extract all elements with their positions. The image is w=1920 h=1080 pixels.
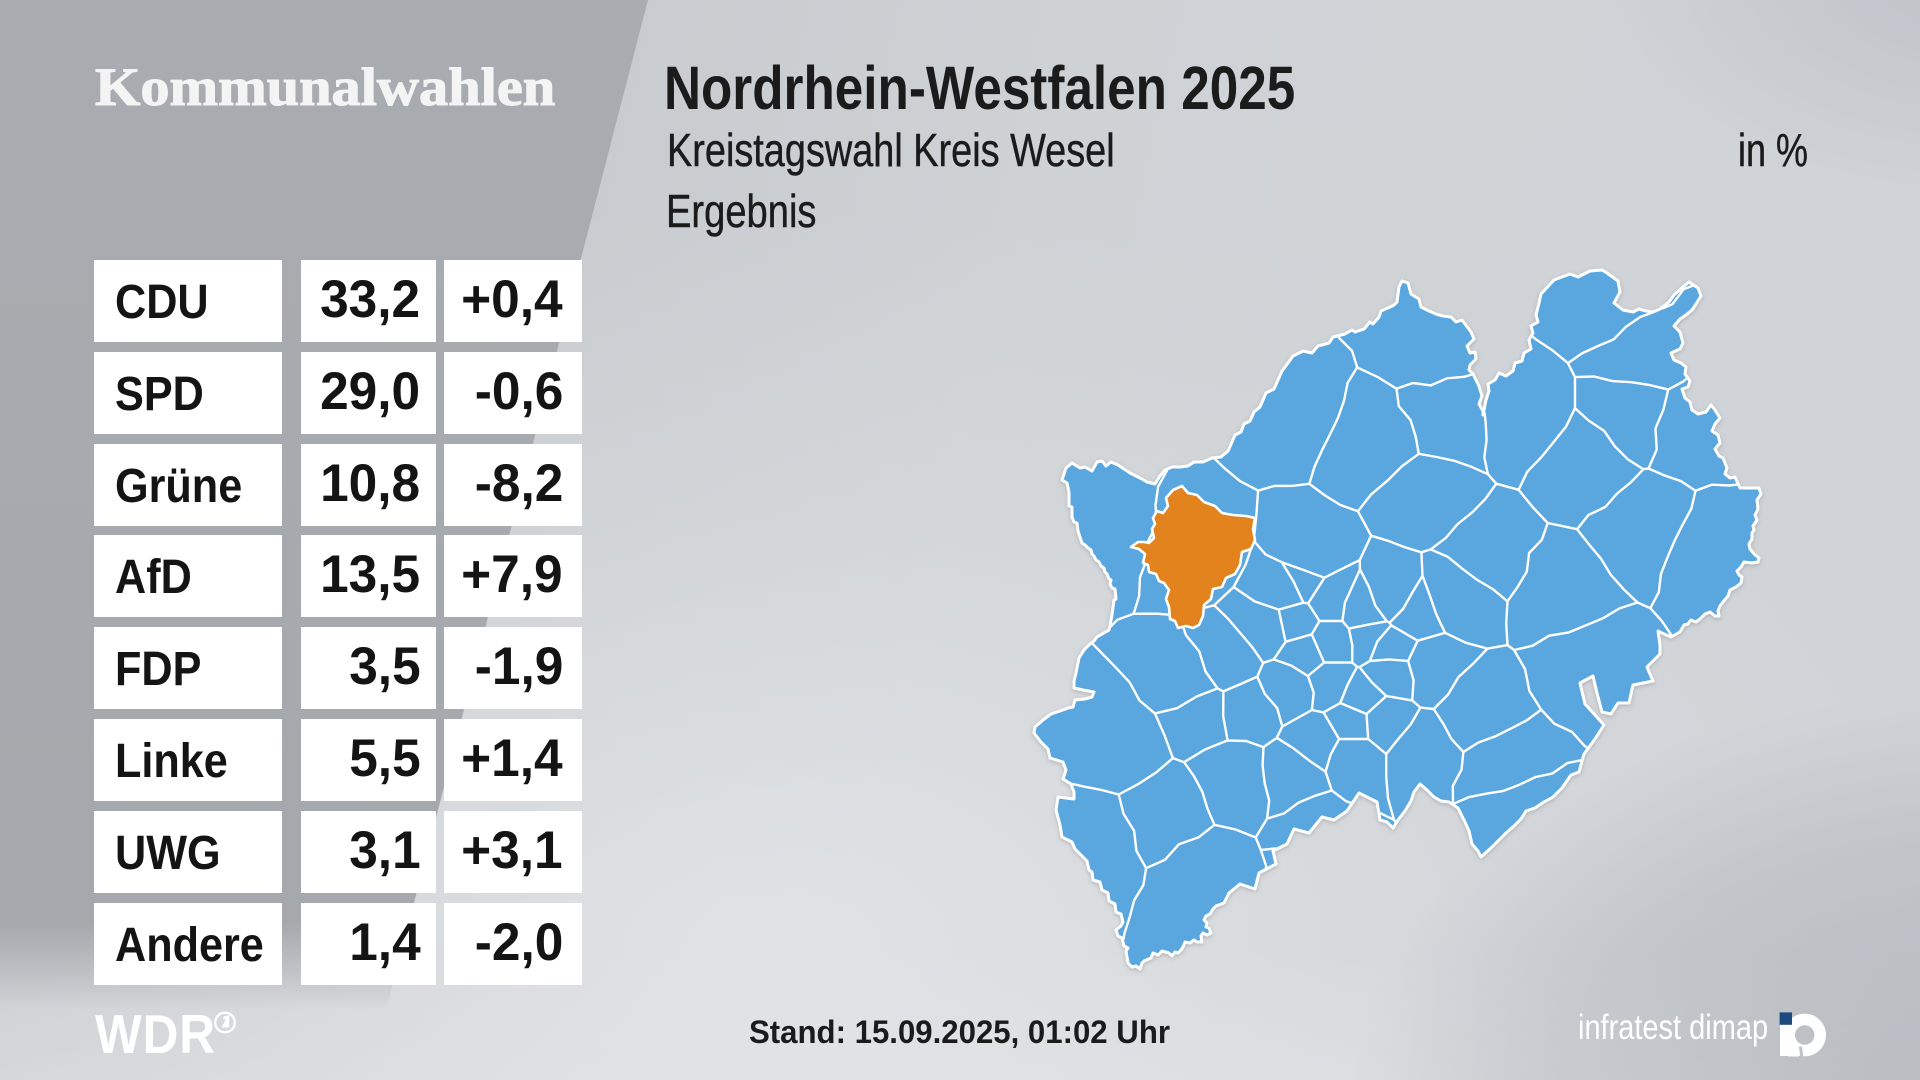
svg-text:WDR: WDR	[95, 1007, 216, 1066]
